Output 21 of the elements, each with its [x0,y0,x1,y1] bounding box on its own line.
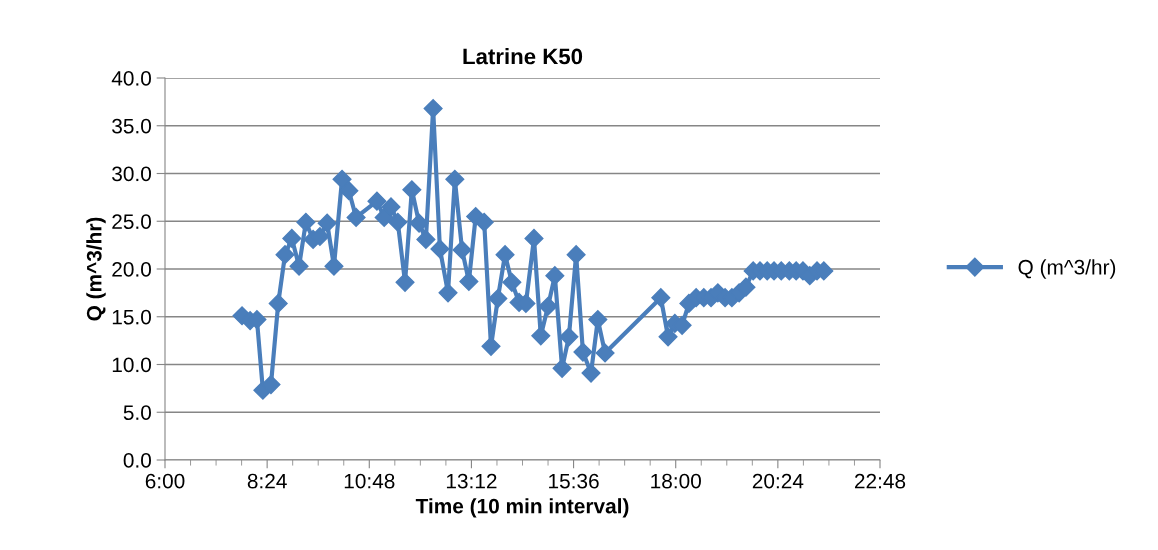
y-axis-title: Q (m^3/hr) [86,217,106,321]
chart-title: Latrine K50 [463,48,583,65]
x-tick-label: 6:00 [145,473,185,489]
x-tick-label: 15:36 [549,473,599,489]
x-tick-label: 10:48 [344,473,395,489]
y-tick-label: 10.0 [112,357,151,373]
legend-label: Q (m^3/hr) [1018,259,1116,279]
y-tick-label: 25.0 [112,214,151,229]
x-tick-label: 13:12 [446,473,497,489]
x-tick-label: 18:00 [651,473,701,489]
y-tick-label: 40.0 [111,71,151,86]
y-tick-label: 30.0 [112,166,151,182]
y-tick-label: 15.0 [112,309,151,325]
x-tick-label: 8:24 [247,473,287,489]
y-tick-label: 35.0 [112,118,151,134]
x-tick-label: 22:48 [854,473,906,489]
x-tick-label: 20:24 [752,473,804,489]
x-axis-title: Time (10 min interval) [415,498,629,518]
y-tick-label: 20.0 [112,262,151,277]
y-tick-label: 0.0 [123,453,151,468]
y-tick-label: 5.0 [123,405,151,420]
